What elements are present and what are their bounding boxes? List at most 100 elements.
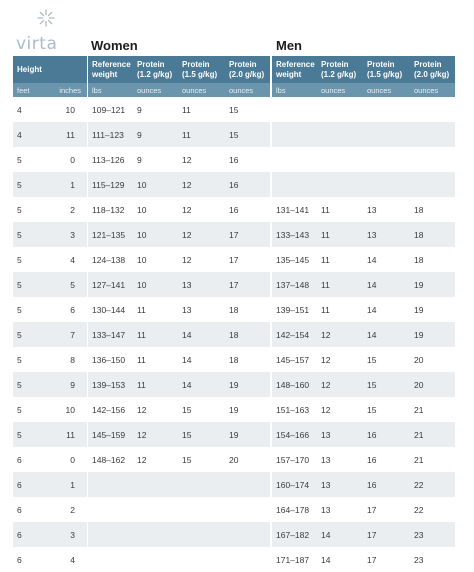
women-p15-cell (178, 472, 225, 497)
women-p20-cell: 18 (225, 322, 270, 347)
height-inches-cell: 6 (70, 304, 75, 315)
men-p15-cell: 15 (367, 404, 377, 415)
men-ref-cell: 151–163 (276, 404, 310, 415)
men-ref-cell: 139–151 (276, 304, 310, 315)
table-row: 5 4 124–138 10 12 17 135–145 11 14 18 (13, 247, 455, 272)
men-p15-cell: 14 (367, 254, 377, 265)
women-ref-cell: 124–138 (92, 254, 126, 265)
table-row: 5 7 133–147 11 14 18 142–154 12 14 19 (13, 322, 455, 347)
height-feet-cell: 6 (17, 454, 22, 465)
men-p12-cell: 11 (321, 254, 330, 265)
table-row: 5 0 113–126 9 12 16 (13, 147, 455, 172)
unit-inches: inches (48, 83, 87, 97)
women-p12-cell: 9 (137, 104, 142, 115)
women-p12-cell: 10 (137, 254, 147, 265)
men-p20-cell: 19 (414, 304, 424, 315)
women-unit-ounces: ounces (178, 83, 225, 97)
gap-cell (270, 372, 272, 397)
height-inches-cell: 4 (70, 254, 75, 265)
units-row: feet inches lbs ounces ounces ounces lbs… (13, 83, 455, 97)
men-p20-cell: 18 (410, 222, 455, 247)
men-p12-cell: 12 (321, 354, 331, 365)
table-row: 6 4 171–187 14 17 23 (13, 547, 455, 572)
women-p15-header: Protein (1.5 g/kg) (178, 56, 225, 83)
men-p12-cell (317, 147, 363, 172)
women-p12-cell: 11 (133, 322, 178, 347)
women-p15-cell: 12 (178, 222, 225, 247)
gap-cell (270, 172, 272, 197)
women-p12-cell (133, 522, 178, 547)
women-title: Women (91, 38, 138, 53)
women-ref-cell: 130–144 (92, 304, 126, 315)
men-ref-cell: 145–157 (276, 354, 310, 365)
height-inches-cell: 1 (48, 472, 87, 497)
men-ref-cell: 154–166 (272, 422, 317, 447)
women-ref-cell: 121–135 (88, 222, 133, 247)
table-body: 4 10 109–121 9 11 15 4 11 111–123 9 11 15 5 0 113–126 9… (13, 97, 455, 572)
men-ref-cell: 135–145 (276, 254, 310, 265)
men-ref-cell: 171–187 (276, 554, 310, 565)
height-inches-cell: 2 (70, 504, 75, 515)
height-feet-cell: 5 (17, 354, 22, 365)
women-p12-cell: 11 (137, 354, 146, 365)
men-p20-cell: 21 (414, 404, 424, 415)
women-ref-cell: 127–141 (88, 272, 133, 297)
height-inches-cell: 0 (70, 154, 75, 165)
men-p12-cell: 12 (321, 404, 331, 415)
height-inches-cell: 5 (48, 272, 87, 297)
gap-cell (87, 322, 88, 347)
men-p12-header: Protein (1.2 g/kg) (317, 56, 363, 83)
men-p12-cell: 14 (321, 554, 331, 565)
men-p15-cell: 15 (367, 354, 377, 365)
height-inches-cell: 0 (70, 454, 75, 465)
men-ref-cell: 131–141 (276, 204, 310, 215)
women-p15-cell: 12 (182, 254, 192, 265)
men-unit-lbs: lbs (272, 83, 317, 97)
height-feet-cell: 5 (17, 404, 22, 415)
gap-cell (87, 422, 88, 447)
table-row: 5 2 118–132 10 12 16 131–141 11 13 18 (13, 197, 455, 222)
men-p20-cell: 20 (414, 354, 424, 365)
men-p12-cell (317, 122, 363, 147)
women-p20-cell (225, 547, 270, 572)
women-p15-cell: 15 (182, 404, 192, 415)
height-feet-cell: 4 (13, 122, 48, 147)
women-p15-cell: 12 (178, 172, 225, 197)
height-inches-cell: 2 (70, 204, 75, 215)
women-p20-header: Protein (2.0 g/kg) (225, 56, 270, 83)
men-p12-cell: 11 (317, 272, 363, 297)
women-ref-cell: 145–159 (88, 422, 133, 447)
women-p15-cell: 15 (182, 454, 192, 465)
gap-cell (87, 472, 88, 497)
men-p20-cell: 20 (410, 372, 455, 397)
gap-cell (87, 122, 88, 147)
women-p15-cell: 13 (178, 272, 225, 297)
height-inches-cell: 1 (48, 172, 87, 197)
men-ref-cell: 133–143 (272, 222, 317, 247)
virta-logo: virta (14, 8, 62, 54)
table-row: 5 1 115–129 10 12 16 (13, 172, 455, 197)
women-p12-cell: 10 (133, 172, 178, 197)
women-p15-cell: 11 (178, 122, 225, 147)
men-p12-cell: 11 (317, 222, 363, 247)
men-p15-cell: 13 (367, 204, 377, 215)
men-unit-ounces: ounces (410, 83, 455, 97)
table-row: 5 6 130–144 11 13 18 139–151 11 14 19 (13, 297, 455, 322)
height-feet-cell: 5 (13, 272, 48, 297)
unit-feet: feet (13, 83, 48, 97)
men-ref-cell: 142–154 (272, 322, 317, 347)
women-p15-cell (178, 497, 225, 522)
height-inches-cell: 10 (65, 104, 75, 115)
women-p20-cell: 16 (229, 204, 239, 215)
women-p12-cell: 10 (137, 204, 147, 215)
height-feet-cell: 6 (17, 504, 22, 515)
women-p12-cell (133, 472, 178, 497)
men-p20-cell (410, 147, 455, 172)
women-ref-cell: 148–162 (92, 454, 126, 465)
men-ref-cell (272, 122, 317, 147)
men-p20-cell (410, 122, 455, 147)
women-ref-cell: 139–153 (88, 372, 133, 397)
table-row: 4 10 109–121 9 11 15 (13, 97, 455, 122)
height-feet-cell: 5 (17, 254, 22, 265)
men-p20-cell: 19 (410, 322, 455, 347)
